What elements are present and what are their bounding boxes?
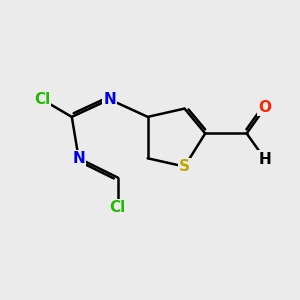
Text: Cl: Cl [34, 92, 50, 107]
Text: Cl: Cl [110, 200, 126, 215]
Text: O: O [259, 100, 272, 115]
Text: H: H [259, 152, 272, 167]
Text: N: N [72, 151, 85, 166]
Text: S: S [179, 159, 190, 174]
Text: N: N [103, 92, 116, 107]
